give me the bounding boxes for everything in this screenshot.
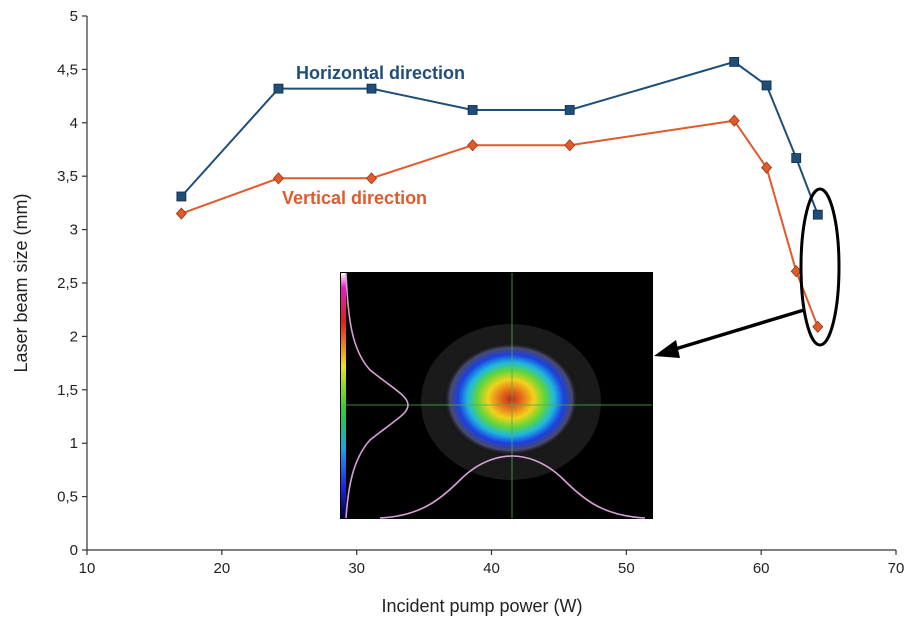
- y-tick-label: 2,5: [57, 275, 78, 292]
- x-tick-label: 40: [483, 560, 500, 577]
- series-markers: [175, 57, 824, 333]
- data-point-horizontal: [366, 83, 377, 94]
- data-point-horizontal: [273, 83, 284, 94]
- y-tick-label: 0: [70, 542, 78, 559]
- y-tick-label: 4: [70, 115, 78, 132]
- data-point-vertical: [272, 172, 285, 185]
- y-tick-label: 4,5: [57, 61, 78, 78]
- data-point-horizontal: [812, 209, 823, 220]
- x-tick-label: 70: [888, 560, 905, 577]
- x-axis-title: Incident pump power (W): [381, 596, 582, 616]
- annotation-arrow-head: [654, 340, 680, 358]
- y-tick-label: 3: [70, 222, 78, 239]
- x-tick-label: 50: [618, 560, 635, 577]
- data-point-horizontal: [467, 105, 478, 115]
- y-tick-label: 1,5: [57, 382, 78, 399]
- x-tick-label: 60: [753, 560, 770, 577]
- y-ticks: 0 0,5 1 1,5 2 2,5 3 3,5 4 4,5 5: [57, 8, 87, 559]
- data-point-horizontal: [729, 57, 740, 67]
- beam-spot: [443, 342, 579, 456]
- y-tick-label: 2: [70, 328, 78, 345]
- x-tick-label: 10: [79, 560, 96, 577]
- beam-profile-inset: [340, 272, 653, 519]
- data-point-vertical: [728, 114, 740, 127]
- y-axis-title: Laser beam size (mm): [11, 193, 31, 372]
- vertical-profile-curve: [345, 272, 409, 519]
- x-tick-label: 20: [213, 560, 230, 577]
- y-tick-label: 3,5: [57, 168, 78, 185]
- data-point-horizontal: [176, 191, 187, 202]
- y-tick-label: 1: [70, 435, 78, 452]
- x-ticks: 10 20 30 40 50 60 70: [79, 550, 905, 577]
- data-point-vertical: [467, 139, 479, 152]
- data-point-vertical: [175, 207, 187, 220]
- y-tick-label: 0,5: [57, 489, 78, 506]
- data-point-vertical: [812, 320, 824, 333]
- highlight-ellipse: [799, 187, 841, 347]
- data-point-horizontal: [791, 153, 802, 163]
- data-point-horizontal: [761, 80, 772, 91]
- data-point-horizontal: [564, 105, 575, 115]
- y-tick-label: 5: [70, 8, 78, 25]
- data-point-vertical: [365, 172, 378, 185]
- series-label-vertical: Vertical direction: [282, 188, 427, 208]
- data-point-vertical: [564, 139, 576, 152]
- data-point-vertical: [761, 161, 773, 174]
- series-label-horizontal: Horizontal direction: [296, 63, 465, 83]
- x-tick-label: 30: [348, 560, 365, 577]
- horizontal-profile-curve: [379, 455, 646, 519]
- annotation-arrow-line: [671, 308, 805, 352]
- inset-color-scale: [341, 273, 346, 518]
